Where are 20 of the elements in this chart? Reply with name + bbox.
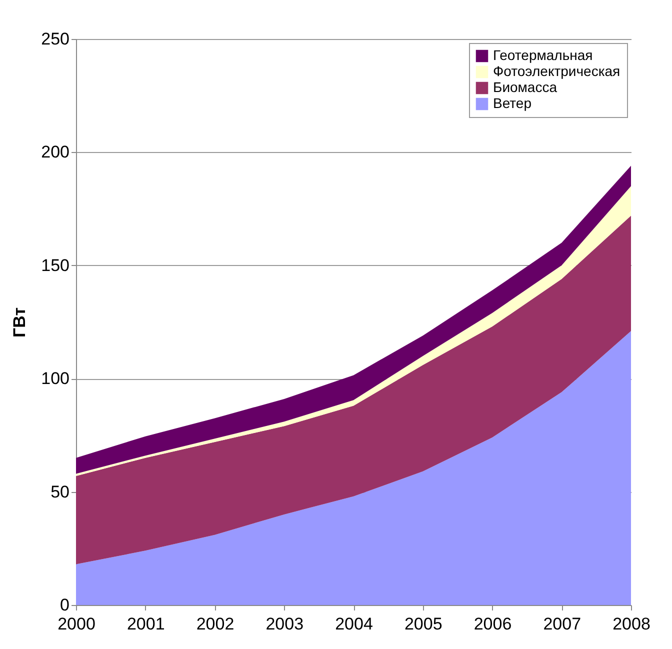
y-tick-label: 0 — [60, 596, 70, 614]
y-tick-label: 150 — [41, 256, 70, 275]
x-tick-label: 2006 — [474, 614, 512, 634]
x-tick-label: 2005 — [404, 614, 442, 634]
x-tick-label: 2000 — [58, 614, 96, 634]
y-tick-label: 50 — [50, 482, 70, 502]
x-tick-label: 2001 — [126, 614, 165, 634]
x-tick-label: 2007 — [543, 614, 582, 634]
x-tick-label: 2004 — [335, 614, 373, 634]
y-tick-label: 250 — [41, 30, 70, 48]
legend-label: Биомасса — [493, 79, 558, 95]
legend-label: Геотермальная — [493, 47, 593, 63]
x-tick-label: 2002 — [196, 614, 234, 634]
y-axis-title: ГВт — [10, 307, 30, 338]
y-tick-label: 100 — [41, 369, 70, 388]
legend-label: Ветер — [493, 95, 532, 111]
legend-label: Фотоэлектрическая — [493, 63, 620, 79]
y-tick-label: 200 — [41, 142, 70, 162]
x-tick-label: 2008 — [612, 614, 650, 634]
x-tick-label: 2003 — [266, 614, 304, 634]
